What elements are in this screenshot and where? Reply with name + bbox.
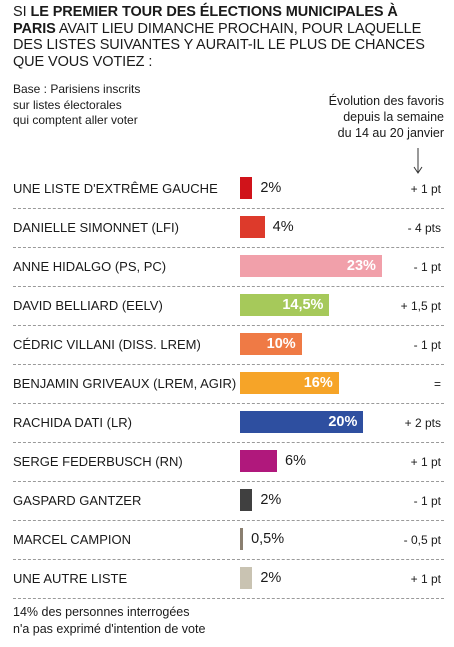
value-label: 16% xyxy=(303,375,333,391)
evolution-header: Évolution des favoris depuis la semaine … xyxy=(274,93,444,141)
chart-row: Une autre liste 2% + 1 pt xyxy=(0,560,454,599)
bar xyxy=(240,255,382,277)
evolution-label: + 1 pt xyxy=(410,455,441,469)
evolution-label: + 2 pts xyxy=(404,416,441,430)
base-note: Base : Parisiens inscrits sur listes éle… xyxy=(13,82,213,129)
value-label: 6% xyxy=(285,453,306,469)
footnote: 14% des personnes interrogées n'a pas ex… xyxy=(13,604,313,637)
category-label: Gaspard Gantzer xyxy=(13,493,142,508)
category-label: Danielle Simonnet (LFI) xyxy=(13,220,179,235)
chart-row: Cédric Villani (diss. LREM) 10% - 1 pt xyxy=(0,326,454,365)
category-label: Cédric Villani (diss. LREM) xyxy=(13,337,201,352)
question-title: Si le premier tour des élections municip… xyxy=(13,4,443,70)
evolution-label: - 1 pt xyxy=(413,260,441,274)
chart-row: Une liste d'extrême gauche 2% + 1 pt xyxy=(0,170,454,209)
evolution-label: - 1 pt xyxy=(413,494,441,508)
evolution-label: = xyxy=(433,377,441,391)
base-line: Base : Parisiens inscrits xyxy=(13,82,141,96)
row-separator xyxy=(13,247,444,248)
category-label: Anne Hidalgo (PS, PC) xyxy=(13,259,167,274)
row-separator xyxy=(13,598,444,599)
row-separator xyxy=(13,403,444,404)
category-label: Marcel Campion xyxy=(13,532,131,547)
chart-row: Gaspard Gantzer 2% - 1 pt xyxy=(0,482,454,521)
value-label: 2% xyxy=(260,492,282,508)
chart-row: Rachida Dati (LR) 20% + 2 pts xyxy=(0,404,454,443)
category-label: Une autre liste xyxy=(13,571,128,586)
row-separator xyxy=(13,208,444,209)
bar xyxy=(240,489,253,511)
chart-row: Danielle Simonnet (LFI) 4% - 4 pts xyxy=(0,209,454,248)
bar xyxy=(240,216,265,238)
evolution-label: - 0,5 pt xyxy=(403,533,441,547)
bar xyxy=(240,372,339,394)
chart-row: David Belliard (EELV) 14,5% + 1,5 pt xyxy=(0,287,454,326)
bar xyxy=(240,333,302,355)
evolution-header-line: Évolution des favoris xyxy=(328,94,444,108)
category-label: Serge Federbusch (RN) xyxy=(13,454,183,469)
evolution-label: - 1 pt xyxy=(413,338,441,352)
row-separator xyxy=(13,286,444,287)
row-separator xyxy=(13,325,444,326)
question-bold: le premier tour des élections municipale… xyxy=(13,4,398,37)
evolution-label: + 1 pt xyxy=(410,182,441,196)
value-label: 4% xyxy=(272,219,294,235)
value-label: 2% xyxy=(260,570,282,586)
row-separator xyxy=(13,364,444,365)
value-label: 23% xyxy=(346,258,376,274)
chart-row: Serge Federbusch (RN) 6% + 1 pt xyxy=(0,443,454,482)
bar xyxy=(240,411,364,433)
bar xyxy=(240,528,244,550)
question-prefix: Si xyxy=(13,4,31,20)
evolution-header-line: depuis la semaine xyxy=(343,110,444,124)
bar xyxy=(240,294,330,316)
value-label: 20% xyxy=(328,414,358,430)
bar xyxy=(240,567,253,589)
value-label: 14,5% xyxy=(282,297,324,313)
base-line: sur listes électorales xyxy=(13,97,122,112)
row-separator xyxy=(13,481,444,482)
evolution-label: - 4 pts xyxy=(407,221,441,235)
category-label: David Belliard (EELV) xyxy=(13,298,163,313)
footnote-line: n'a pas exprimé d'intention de vote xyxy=(13,621,206,636)
bar xyxy=(240,450,278,472)
value-label: 10% xyxy=(266,336,296,352)
base-line: qui comptent aller voter xyxy=(13,113,138,127)
row-separator xyxy=(13,559,444,560)
evolution-header-line: du 14 au 20 janvier xyxy=(337,126,444,140)
bar xyxy=(240,177,253,199)
row-separator xyxy=(13,520,444,521)
category-label: Benjamin Griveaux (LREM, Agir) xyxy=(13,376,237,391)
down-arrow-icon xyxy=(413,148,423,174)
chart-row: Marcel Campion 0,5% - 0,5 pt xyxy=(0,521,454,560)
evolution-label: + 1,5 pt xyxy=(400,299,441,313)
chart-row: Anne Hidalgo (PS, PC) 23% - 1 pt xyxy=(0,248,454,287)
evolution-label: + 1 pt xyxy=(410,572,441,586)
footnote-line: 14% des personnes interrogées xyxy=(13,605,190,619)
chart-row: Benjamin Griveaux (LREM, Agir) 16% = xyxy=(0,365,454,404)
category-label: Rachida Dati (LR) xyxy=(13,415,132,430)
value-label: 0,5% xyxy=(251,531,285,547)
question-rest: avait lieu dimanche prochain, pour laque… xyxy=(13,20,425,70)
row-separator xyxy=(13,442,444,443)
value-label: 2% xyxy=(260,180,282,196)
category-label: Une liste d'extrême gauche xyxy=(13,181,218,196)
